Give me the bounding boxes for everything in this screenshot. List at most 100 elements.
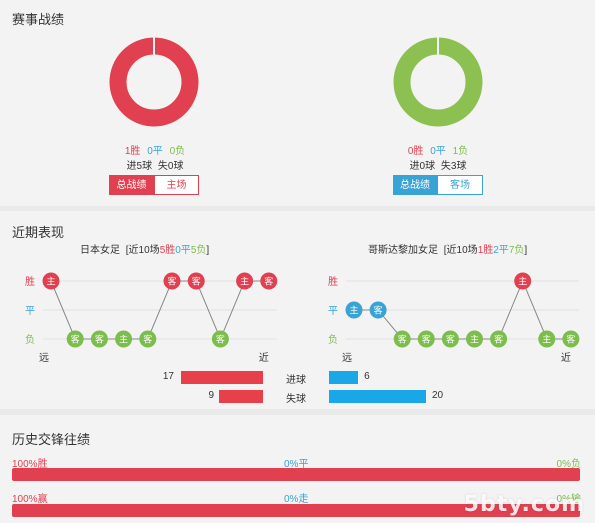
away-match-marker[interactable] [490, 330, 508, 348]
away-form-summary: 哥斯达黎加女足 [近10场1胜2平7负] [368, 241, 527, 256]
home-goals: 进5球 [126, 161, 153, 172]
away-y-label-win: 胜 [328, 276, 338, 288]
away-match-marker[interactable] [369, 301, 387, 319]
away-match-venue-label: 客 [494, 334, 503, 345]
home-match-venue-label: 客 [192, 276, 201, 287]
away-match-venue-label: 客 [566, 334, 575, 345]
away-match-venue-label: 客 [398, 334, 407, 345]
history-panel: 历史交锋往绩 100%胜 0%平 0%负 100%赢 0%走 0%输 5bty.… [0, 415, 595, 523]
home-match-marker[interactable] [42, 272, 60, 290]
away-match-marker[interactable] [514, 272, 532, 290]
away-y-label-loss: 负 [328, 333, 338, 346]
away-match-venue-label: 客 [374, 305, 383, 316]
away-goals: 进0球 [409, 161, 436, 172]
away-match-venue-label: 主 [518, 276, 527, 287]
away-match-venue-label: 客 [446, 334, 455, 345]
away-match-marker[interactable] [538, 330, 556, 348]
away-y-label-draw: 平 [328, 306, 338, 317]
home-form-summary: 日本女足 [近10场5胜0平5负] [80, 241, 209, 256]
history-title: 历史交锋往绩 [12, 432, 91, 447]
history-handicap-bar [12, 504, 580, 517]
away-match-venue-label: 客 [422, 334, 431, 345]
home-match-marker[interactable] [211, 330, 229, 348]
away-record-line: 0胜 0平 1负 [383, 142, 493, 157]
home-form-draws: 0平 [175, 245, 191, 256]
home-summary-prefix: [近10场 [125, 245, 160, 256]
history-loss-pct: 0%负 [556, 459, 581, 470]
home-x-label-near: 近 [259, 351, 269, 364]
away-match-venue-label: 主 [542, 334, 551, 345]
watermark: 5bty.com [463, 492, 585, 517]
recent-form-title: 近期表现 [12, 225, 65, 240]
season-stats-panel: 赛事战绩 1胜 0平 0负 进5球 失0球 总战绩 主场 0胜 0平 1负 进0… [0, 0, 595, 206]
home-side-button[interactable]: 主场 [154, 175, 199, 195]
away-match-marker[interactable] [562, 330, 580, 348]
home-summary-suffix: ] [206, 245, 210, 256]
home-team-name: 日本女足 [80, 245, 120, 256]
home-goals-for-value: 17 [162, 371, 174, 382]
home-match-marker[interactable] [236, 272, 254, 290]
away-match-marker[interactable] [417, 330, 435, 348]
home-match-venue-label: 客 [264, 276, 273, 287]
away-match-venue-label: 主 [349, 305, 358, 316]
away-wins: 0胜 [407, 146, 424, 157]
home-match-venue-label: 客 [167, 276, 176, 287]
season-stats-title: 赛事战绩 [12, 12, 65, 27]
goals-against-label: 失球 [286, 394, 306, 405]
home-match-venue-label: 客 [216, 334, 225, 345]
home-match-venue-label: 主 [119, 334, 128, 345]
away-goals-for-value: 6 [364, 371, 370, 382]
away-match-marker[interactable] [393, 330, 411, 348]
away-x-label-near: 近 [561, 351, 571, 364]
away-goals-against-bar [329, 390, 426, 403]
away-match-marker[interactable] [441, 330, 459, 348]
history-draw-pct: 0%平 [284, 459, 309, 470]
away-ring-arc [393, 37, 483, 127]
away-summary-prefix: [近10场 [443, 245, 478, 256]
away-team-name: 哥斯达黎加女足 [368, 245, 438, 256]
away-goals-for-bar [329, 371, 359, 384]
goals-for-label: 进球 [286, 375, 306, 386]
home-match-marker[interactable] [115, 330, 133, 348]
home-match-marker[interactable] [260, 272, 278, 290]
home-goals-line: 进5球 失0球 [100, 157, 210, 172]
home-ring-arc [109, 37, 199, 127]
home-total-record-button[interactable]: 总战绩 [109, 175, 154, 195]
home-y-label-win: 胜 [25, 276, 35, 288]
home-wins: 1胜 [124, 146, 141, 157]
home-match-venue-label: 主 [240, 276, 249, 287]
home-match-marker[interactable] [187, 272, 205, 290]
away-side-button[interactable]: 客场 [437, 175, 483, 195]
away-total-record-button[interactable]: 总战绩 [393, 175, 437, 195]
recent-form-panel: 近期表现 日本女足 [近10场5胜0平5负] 哥斯达黎加女足 [近10场1胜2平… [0, 211, 595, 409]
home-match-venue-label: 主 [46, 276, 55, 287]
away-record-donut [393, 37, 483, 127]
history-handicap-win-pct: 100%赢 [12, 494, 48, 505]
home-goals-for-bar [180, 371, 263, 384]
home-form-losses: 5负 [190, 245, 207, 256]
home-goals-against-bar [219, 390, 263, 403]
away-form-line [354, 279, 571, 340]
home-match-marker[interactable] [90, 330, 108, 348]
home-match-venue-label: 客 [143, 334, 152, 345]
history-handicap-loss-pct: 0%输 [556, 494, 581, 505]
away-match-marker[interactable] [345, 301, 363, 319]
away-match-marker[interactable] [466, 330, 483, 348]
home-x-label-far: 远 [39, 352, 49, 364]
away-form-chart: 胜平负远 近主 客客客客主客主主客 [328, 272, 580, 364]
history-result-bar [12, 468, 580, 481]
home-match-venue-label: 客 [95, 334, 104, 345]
home-match-marker[interactable] [139, 330, 157, 348]
away-form-wins: 1胜 [477, 245, 494, 256]
away-form-losses: 7负 [508, 245, 525, 256]
history-win-pct: 100%胜 [12, 459, 48, 470]
home-goals-against-value: 9 [208, 390, 214, 401]
home-match-marker[interactable] [66, 330, 84, 348]
away-losses: 1负 [452, 146, 469, 157]
home-match-marker[interactable] [163, 272, 181, 290]
away-draws: 0平 [430, 146, 446, 157]
home-form-line [50, 280, 269, 341]
away-conceded: 失3球 [440, 161, 467, 172]
home-conceded: 失0球 [157, 161, 184, 172]
home-form-chart: 胜平负远 近主客客主客客 客客主客 [25, 272, 278, 364]
